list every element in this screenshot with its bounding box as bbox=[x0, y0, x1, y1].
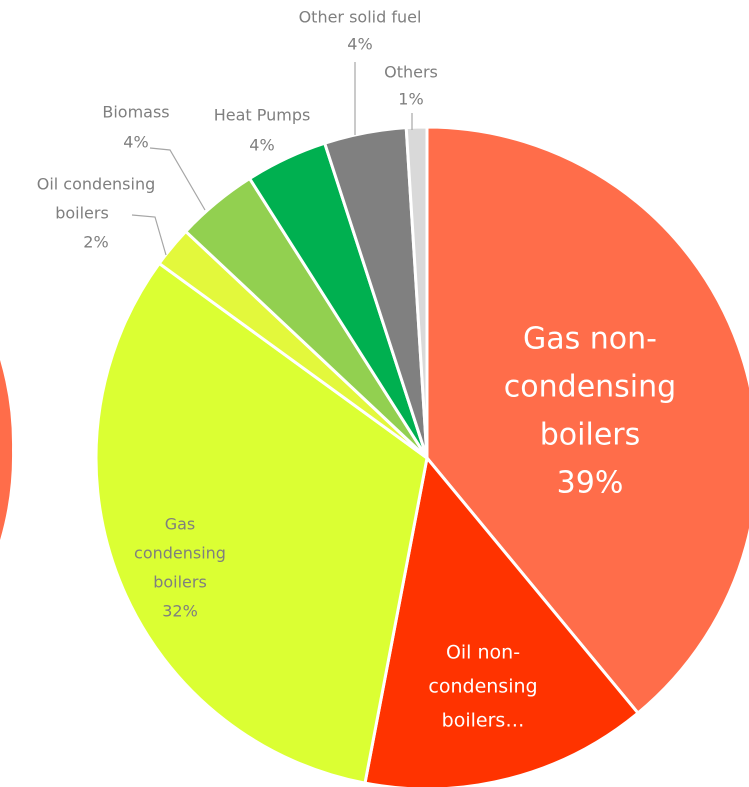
slice-label: Others bbox=[384, 63, 438, 82]
slice-label: boilers bbox=[153, 573, 207, 592]
slice-label: Other solid fuel bbox=[299, 8, 422, 27]
value-label: 1% bbox=[398, 90, 423, 109]
slice-label: condensing bbox=[428, 676, 537, 698]
value-label: 32% bbox=[162, 602, 198, 621]
pie bbox=[94, 125, 749, 787]
pie-slice bbox=[94, 261, 429, 785]
value-label: 4% bbox=[249, 136, 274, 155]
labels: Gas non-condensing boilers 39% Oil non-cond… bbox=[37, 8, 676, 732]
slice-label: Heat Pumps bbox=[214, 106, 311, 125]
slice-label: Biomass bbox=[102, 103, 169, 122]
slice-label: Gas non- bbox=[523, 322, 657, 357]
pie-slice bbox=[363, 454, 641, 787]
slice-label: boilers bbox=[540, 418, 641, 453]
value-label: 4% bbox=[347, 35, 372, 54]
pie-slice bbox=[425, 125, 749, 716]
slice-label: boilers… bbox=[442, 710, 525, 732]
slice-label: boilers bbox=[55, 204, 109, 223]
neighbor-chart-edge bbox=[0, 360, 13, 540]
slice-label: Gas bbox=[165, 515, 196, 534]
slice-label: condensing bbox=[134, 544, 226, 563]
slice-label: condensing bbox=[504, 370, 676, 405]
leader-line bbox=[149, 147, 206, 211]
value-label: 4% bbox=[123, 133, 148, 152]
value-label: 39% bbox=[557, 466, 624, 501]
slice-label: Oil condensing bbox=[37, 175, 156, 194]
leader-line bbox=[131, 214, 167, 256]
pie-slice bbox=[404, 125, 429, 459]
slice-label: Oil non- bbox=[446, 642, 520, 664]
value-label: 2% bbox=[83, 233, 108, 252]
